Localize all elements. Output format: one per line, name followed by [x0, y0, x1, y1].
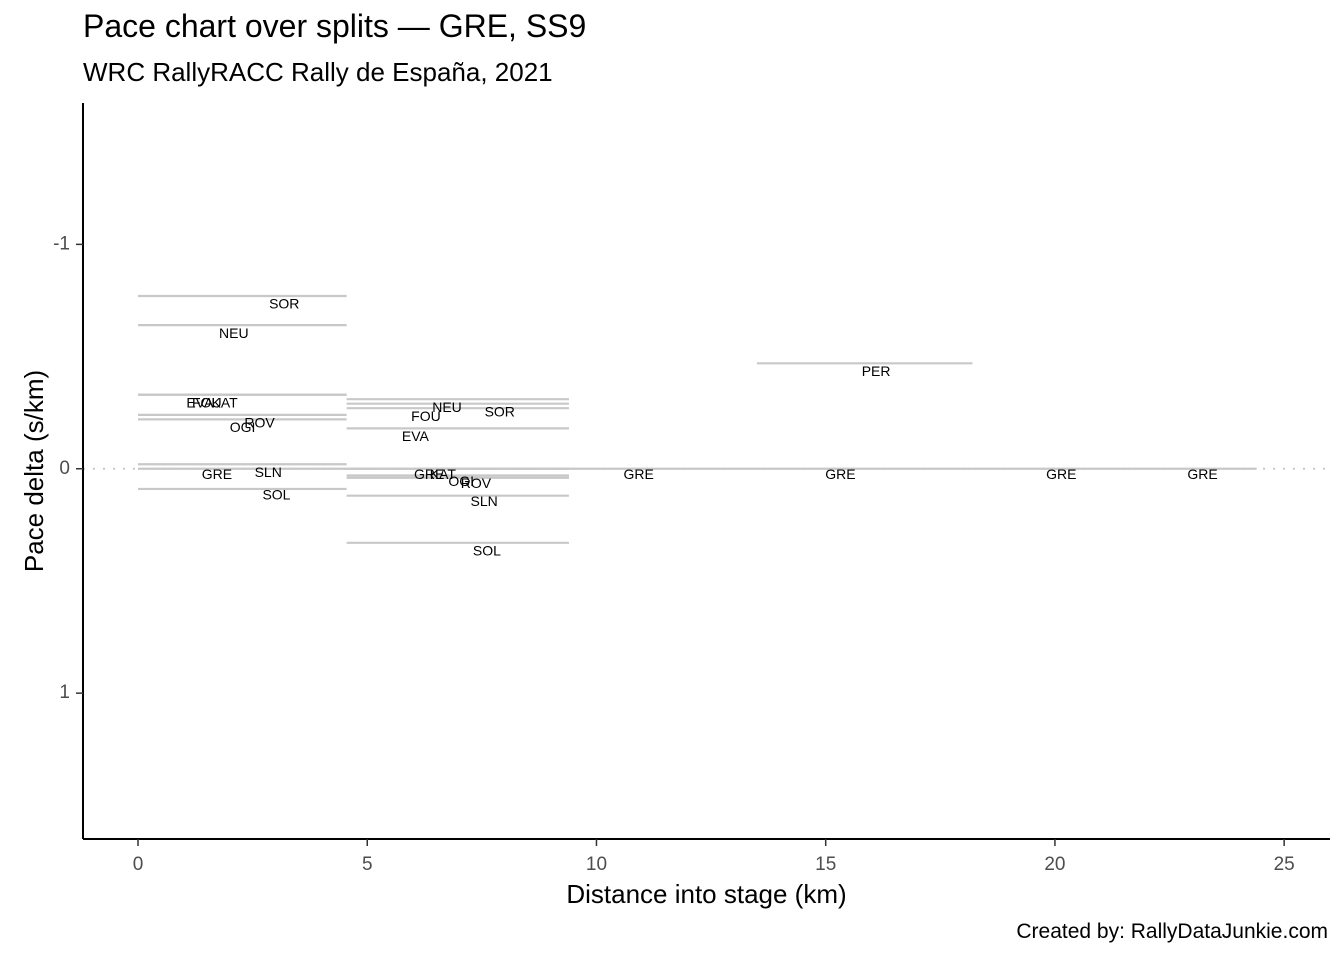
x-tick-label: 10: [586, 854, 607, 875]
segment-label-fou-3: FOU: [192, 394, 222, 410]
y-axis-ticks: -1 0 1: [53, 233, 83, 703]
segment-label-per-21: PER: [862, 363, 891, 379]
segment-label-ogi-6: OGI: [230, 419, 256, 435]
segment-label-ogi-16: OGI: [448, 473, 474, 489]
segment-label-neu-1: NEU: [219, 325, 249, 341]
x-tick-label: 0: [133, 854, 144, 875]
segment-label-rov-5: ROV: [244, 415, 275, 431]
segment-label-rov-17: ROV: [461, 475, 492, 491]
x-tick-label: 5: [362, 854, 373, 875]
segment-label-gre-8: GRE: [202, 466, 232, 482]
chart-caption: Created by: RallyDataJunkie.com: [1016, 920, 1328, 943]
pace-segments: [138, 294, 1257, 544]
segment-label-eva-2: EVA: [186, 394, 214, 410]
segment-label-kat-15: KAT: [430, 466, 457, 482]
segment-label-gre-22: GRE: [825, 466, 855, 482]
segment-label-kat-4: KAT: [212, 394, 239, 410]
x-tick-label: 25: [1274, 854, 1295, 875]
segment-label-gre-23: GRE: [1046, 466, 1076, 482]
segment-label-fou-12: FOU: [411, 408, 441, 424]
segment-label-neu-10: NEU: [432, 399, 462, 415]
segment-label-gre-24: GRE: [1187, 466, 1217, 482]
segment-label-gre-20: GRE: [623, 466, 653, 482]
segment-label-sor-11: SOR: [485, 403, 515, 419]
segment-label-sol-19: SOL: [473, 542, 501, 558]
chart-title: Pace chart over splits — GRE, SS9: [83, 8, 587, 44]
segment-label-gre-14: GRE: [414, 466, 444, 482]
x-axis-title: Distance into stage (km): [566, 879, 846, 909]
x-tick-label: 20: [1044, 854, 1065, 875]
segment-label-sln-7: SLN: [255, 464, 282, 480]
segment-label-sol-9: SOL: [262, 486, 290, 502]
segment-label-eva-13: EVA: [402, 428, 430, 444]
y-tick-label: 1: [59, 682, 70, 703]
segment-label-sln-18: SLN: [471, 493, 498, 509]
y-axis-title: Pace delta (s/km): [19, 370, 49, 572]
x-tick-label: 15: [815, 854, 836, 875]
y-tick-label: 0: [59, 458, 70, 479]
y-tick-label: -1: [53, 233, 70, 254]
x-axis-ticks: 0 5 10 15 20 25: [133, 839, 1295, 875]
chart-subtitle: WRC RallyRACC Rally de España, 2021: [83, 57, 553, 87]
segment-label-sor-0: SOR: [269, 296, 299, 312]
